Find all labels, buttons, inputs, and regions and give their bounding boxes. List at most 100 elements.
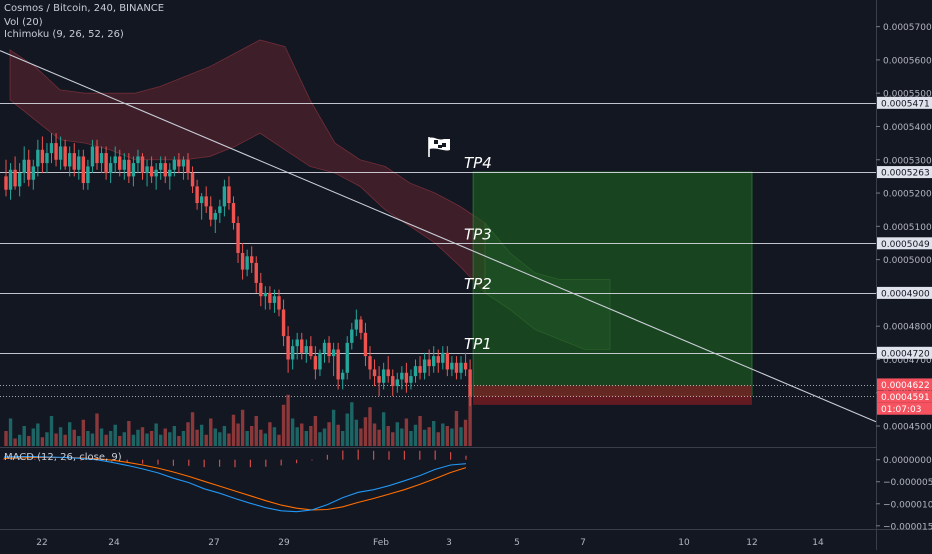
volume-bar bbox=[381, 412, 386, 446]
candle-body bbox=[295, 339, 299, 347]
level-price-badge-bg bbox=[877, 166, 932, 179]
candle-body bbox=[199, 196, 204, 204]
time-tick-label: 22 bbox=[36, 538, 47, 548]
volume-bar bbox=[122, 432, 126, 446]
macd-histogram-bar bbox=[373, 450, 375, 460]
candle-body bbox=[409, 376, 413, 383]
time-tick-label: 7 bbox=[580, 538, 586, 548]
candle-body bbox=[413, 366, 418, 377]
macd-histogram-bar bbox=[188, 459, 190, 466]
target-label: TP1 bbox=[464, 335, 492, 353]
candle-body bbox=[336, 349, 340, 380]
volume-bar bbox=[40, 437, 45, 446]
volume-bar bbox=[58, 427, 63, 446]
candle-body bbox=[27, 159, 31, 180]
target-label: TP3 bbox=[464, 225, 492, 243]
volume-bar bbox=[231, 414, 236, 446]
candle-body bbox=[236, 223, 240, 253]
time-tick-label: 24 bbox=[108, 538, 120, 548]
price-tick-label: 0.0005200 bbox=[883, 190, 932, 200]
candle-body bbox=[368, 356, 372, 370]
volume-bar bbox=[259, 429, 263, 446]
volume-bar bbox=[177, 436, 181, 446]
candle-body bbox=[204, 196, 208, 207]
candle-body bbox=[391, 376, 395, 387]
candle-body bbox=[427, 359, 431, 367]
candle-body bbox=[304, 346, 308, 353]
macd-histogram-bar bbox=[280, 459, 282, 466]
stop-price-badge-bg bbox=[877, 378, 932, 391]
volume-bar bbox=[263, 433, 268, 446]
macd-histogram-bar bbox=[203, 459, 205, 468]
trendline bbox=[0, 50, 877, 423]
candle-body bbox=[363, 332, 368, 357]
volume-bar bbox=[245, 431, 249, 446]
volume-bar bbox=[99, 428, 104, 446]
candle-body bbox=[172, 159, 177, 170]
candle-body bbox=[231, 203, 236, 223]
volume-bar bbox=[422, 429, 427, 446]
time-tick-label: 27 bbox=[208, 538, 219, 548]
candle-body bbox=[250, 256, 254, 263]
volume-bar bbox=[90, 433, 95, 446]
candle-body bbox=[372, 369, 377, 377]
macd-histogram-bar bbox=[18, 458, 20, 460]
stop-price-badge-text: 0.0004622 bbox=[881, 381, 930, 391]
candle-body bbox=[468, 369, 472, 397]
candle-body bbox=[454, 362, 459, 373]
volume-bar bbox=[400, 428, 404, 446]
stop-price-badge: 0.0004622 bbox=[877, 378, 932, 391]
candle-body bbox=[286, 336, 290, 360]
macd-histogram-bar bbox=[219, 459, 221, 467]
candle-body bbox=[13, 169, 17, 187]
volume-bar bbox=[95, 413, 99, 446]
volume-bar bbox=[404, 418, 409, 446]
volume-bar bbox=[154, 423, 158, 446]
candle-body bbox=[118, 156, 122, 170]
volume-bar bbox=[118, 436, 122, 446]
macd-histogram-bar bbox=[157, 459, 159, 465]
candle-body bbox=[432, 356, 436, 367]
volume-bar bbox=[368, 407, 372, 446]
volume-bar bbox=[222, 426, 227, 446]
target-label: TP2 bbox=[464, 275, 492, 293]
volume-bar bbox=[468, 386, 472, 446]
volume-bar bbox=[22, 426, 26, 446]
flag-check bbox=[438, 145, 442, 148]
volume-bar bbox=[450, 428, 454, 446]
level-price-badge-bg bbox=[877, 286, 932, 299]
time-tick-label: 3 bbox=[446, 538, 452, 548]
volume-bar bbox=[359, 428, 363, 446]
candle-body bbox=[140, 156, 145, 174]
symbol-legend: Cosmos / Bitcoin, 240, BINANCE bbox=[4, 3, 165, 14]
macd-histogram-bar bbox=[65, 459, 67, 461]
volume-bar bbox=[290, 418, 295, 446]
volume-bar bbox=[345, 413, 349, 446]
volume-bar bbox=[159, 434, 163, 446]
macd-histogram-bar bbox=[142, 459, 144, 464]
volume-bar bbox=[254, 416, 258, 446]
candle-body bbox=[309, 346, 313, 357]
macd-histogram-bar bbox=[311, 459, 313, 461]
candle-body bbox=[222, 186, 227, 207]
price-tick-label: 0.0005100 bbox=[883, 223, 932, 233]
candle-body bbox=[418, 366, 422, 373]
level-price-badge-text: 0.0004900 bbox=[881, 289, 930, 299]
level-price-badge: 0.0005471 bbox=[877, 96, 932, 109]
candle-body bbox=[149, 166, 154, 177]
macd-histogram-bar bbox=[80, 459, 82, 461]
volume-bar bbox=[281, 404, 286, 446]
volume-bar bbox=[441, 423, 445, 446]
level-price-badge-text: 0.0005263 bbox=[881, 169, 930, 179]
candle-body bbox=[122, 159, 126, 170]
volume-bar bbox=[195, 429, 199, 446]
candle-body bbox=[177, 159, 181, 167]
macd-histogram-bar bbox=[357, 449, 359, 460]
candle-body bbox=[263, 292, 268, 297]
candle-body bbox=[290, 346, 295, 360]
candle-body bbox=[322, 342, 327, 353]
volume-bar bbox=[413, 424, 418, 446]
macd-histogram-bar bbox=[49, 459, 51, 461]
candle-body bbox=[90, 146, 95, 167]
